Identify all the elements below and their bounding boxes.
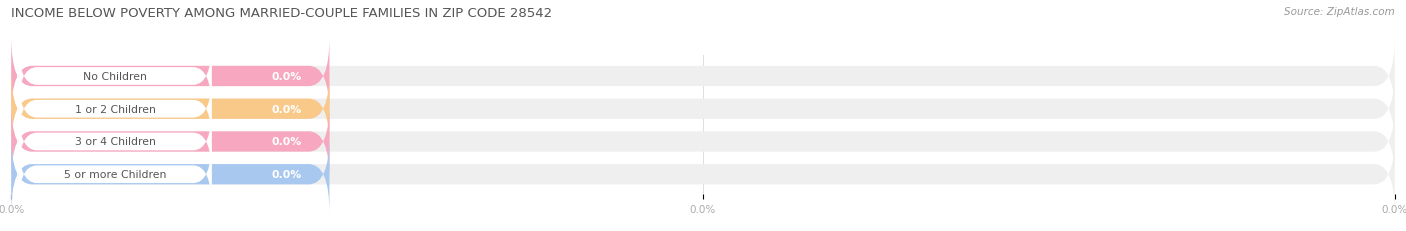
FancyBboxPatch shape (11, 136, 329, 213)
FancyBboxPatch shape (11, 70, 1395, 148)
FancyBboxPatch shape (11, 38, 329, 115)
Text: 3 or 4 Children: 3 or 4 Children (75, 137, 156, 147)
FancyBboxPatch shape (11, 70, 329, 148)
Text: 1 or 2 Children: 1 or 2 Children (75, 104, 156, 114)
Text: Source: ZipAtlas.com: Source: ZipAtlas.com (1284, 7, 1395, 17)
Text: 0.0%: 0.0% (271, 137, 302, 147)
Text: 0.0%: 0.0% (271, 72, 302, 82)
Text: 0.0%: 0.0% (271, 170, 302, 179)
FancyBboxPatch shape (18, 107, 212, 177)
FancyBboxPatch shape (11, 38, 1395, 115)
FancyBboxPatch shape (18, 41, 212, 112)
Text: 0.0%: 0.0% (271, 104, 302, 114)
Text: INCOME BELOW POVERTY AMONG MARRIED-COUPLE FAMILIES IN ZIP CODE 28542: INCOME BELOW POVERTY AMONG MARRIED-COUPL… (11, 7, 553, 20)
FancyBboxPatch shape (11, 103, 1395, 181)
FancyBboxPatch shape (11, 136, 1395, 213)
Text: No Children: No Children (83, 72, 148, 82)
FancyBboxPatch shape (18, 74, 212, 144)
Text: 5 or more Children: 5 or more Children (63, 170, 166, 179)
FancyBboxPatch shape (11, 103, 329, 181)
FancyBboxPatch shape (18, 139, 212, 210)
